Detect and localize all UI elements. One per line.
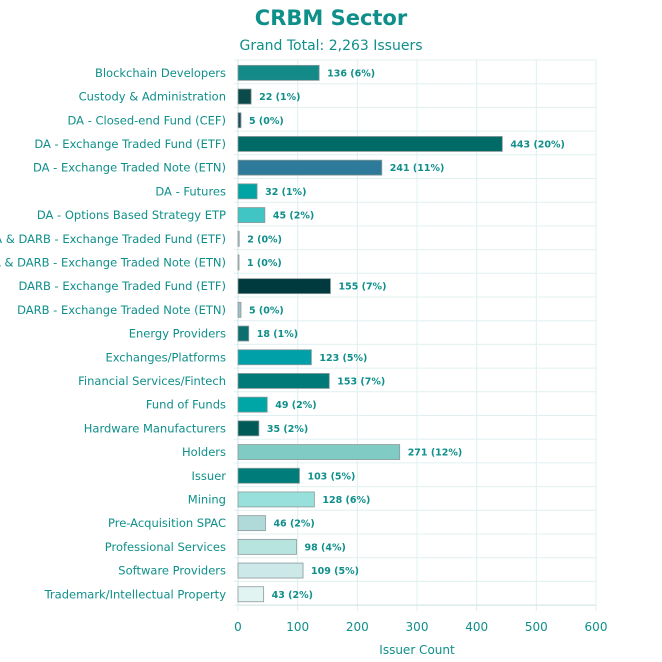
- category-label: Financial Services/Fintech: [78, 374, 226, 388]
- x-tick-label: 600: [585, 620, 608, 634]
- data-label: 1 (0%): [247, 258, 282, 269]
- category-label: DA & DARB - Exchange Traded Note (ETN): [0, 255, 226, 269]
- x-tick-label: 300: [406, 620, 429, 634]
- bar: [237, 373, 330, 389]
- bar: [237, 325, 250, 342]
- category-label: Energy Providers: [129, 327, 226, 341]
- category-label: Mining: [188, 492, 226, 506]
- bar: [237, 159, 383, 176]
- category-label: Professional Services: [105, 540, 226, 554]
- bar: [237, 586, 265, 603]
- bar: [237, 207, 266, 223]
- bar: [237, 515, 266, 532]
- category-label: Exchanges/Platforms: [105, 350, 226, 364]
- category-label: DA - Closed-end Fund (CEF): [68, 113, 226, 127]
- data-label: 5 (0%): [249, 305, 284, 316]
- category-label: Pre-Acquisition SPAC: [108, 516, 226, 530]
- data-label: 22 (1%): [259, 92, 300, 103]
- data-label: 35 (2%): [267, 424, 308, 435]
- bar: [237, 538, 297, 555]
- x-tick-label: 100: [286, 620, 309, 634]
- bar: [237, 88, 252, 105]
- data-label: 103 (5%): [307, 471, 355, 482]
- category-label: DA - Futures: [155, 184, 226, 198]
- category-label: DA - Exchange Traded Note (ETN): [33, 161, 226, 175]
- bar: [237, 278, 331, 295]
- data-label: 443 (20%): [510, 139, 565, 150]
- category-label: Fund of Funds: [146, 398, 226, 412]
- category-label: DA & DARB - Exchange Traded Fund (ETF): [0, 232, 226, 246]
- category-label: Issuer: [192, 469, 227, 483]
- category-label: DARB - Exchange Traded Note (ETN): [17, 303, 226, 317]
- data-label: 136 (6%): [327, 68, 375, 79]
- data-label: 5 (0%): [249, 116, 284, 127]
- bar: [237, 420, 260, 437]
- data-label: 46 (2%): [273, 519, 314, 530]
- category-label: DA - Exchange Traded Fund (ETF): [34, 137, 226, 151]
- data-label: 45 (2%): [273, 211, 314, 222]
- bar: [237, 467, 300, 484]
- bar: [237, 254, 240, 271]
- bar: [237, 301, 242, 318]
- bar: [237, 136, 503, 152]
- x-tick-label: 200: [346, 620, 369, 634]
- data-label: 109 (5%): [311, 566, 359, 577]
- category-label: Custody & Administration: [79, 90, 226, 104]
- data-label: 18 (1%): [257, 329, 298, 340]
- data-label: 271 (12%): [408, 448, 463, 459]
- data-label: 49 (2%): [275, 400, 316, 411]
- data-label: 155 (7%): [338, 282, 386, 293]
- bar: [237, 230, 240, 247]
- x-axis-title: Issuer Count: [379, 643, 455, 657]
- bar: [237, 112, 242, 129]
- data-label: 153 (7%): [337, 376, 385, 387]
- category-label: Holders: [182, 445, 226, 459]
- data-label: 128 (6%): [322, 495, 370, 506]
- chart-title: CRBM Sector: [254, 6, 408, 30]
- data-label: 32 (1%): [265, 187, 306, 198]
- category-label: DARB - Exchange Traded Fund (ETF): [18, 279, 226, 293]
- data-label: 123 (5%): [319, 353, 367, 364]
- x-tick-label: 500: [525, 620, 548, 634]
- category-label: Blockchain Developers: [95, 66, 226, 80]
- bar: [237, 349, 312, 366]
- category-label: Hardware Manufacturers: [84, 421, 226, 435]
- category-label: DA - Options Based Strategy ETP: [37, 208, 226, 222]
- bar: [237, 491, 315, 508]
- chart-subtitle: Grand Total: 2,263 Issuers: [239, 38, 423, 54]
- bar: [237, 562, 304, 579]
- data-label: 2 (0%): [247, 234, 282, 245]
- category-label: Trademark/Intellectual Property: [44, 587, 227, 601]
- x-tick-label: 0: [234, 620, 242, 634]
- bar: [237, 64, 320, 81]
- bar: [237, 183, 258, 200]
- x-tick-label: 400: [465, 620, 488, 634]
- data-label: 241 (11%): [390, 163, 445, 174]
- bar: [237, 396, 268, 413]
- category-label: Software Providers: [118, 564, 226, 578]
- data-label: 43 (2%): [272, 590, 313, 601]
- data-label: 98 (4%): [304, 542, 345, 553]
- bar: [237, 444, 401, 460]
